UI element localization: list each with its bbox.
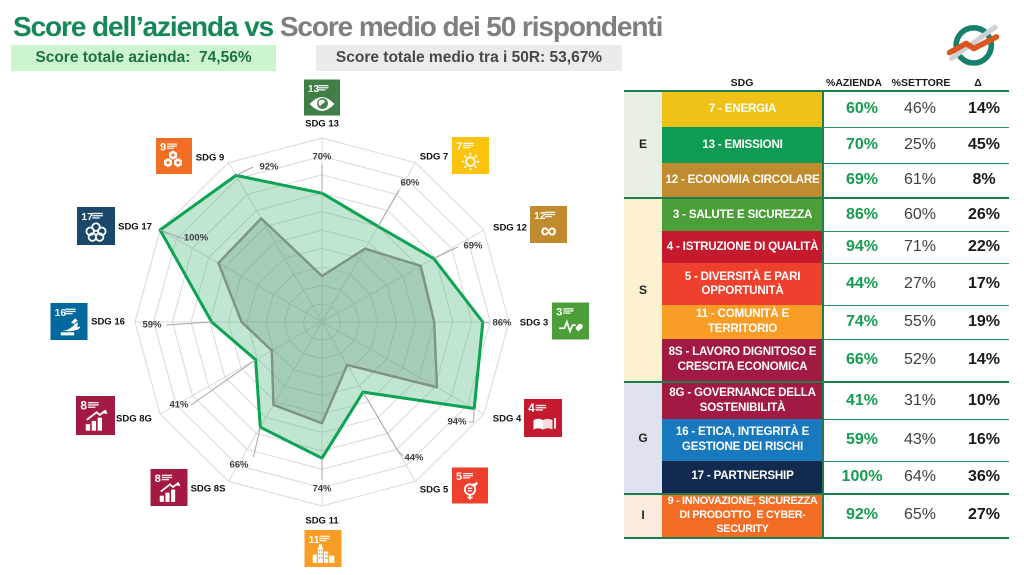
svg-text:3: 3 <box>556 306 562 318</box>
svg-text:16: 16 <box>55 308 67 319</box>
svg-text:∞: ∞ <box>540 218 556 243</box>
svg-text:17: 17 <box>81 211 93 223</box>
svg-text:12: 12 <box>534 211 546 222</box>
svg-text:11: 11 <box>309 535 320 546</box>
svg-text:5: 5 <box>456 471 462 483</box>
svg-text:4: 4 <box>528 402 535 415</box>
svg-text:8: 8 <box>80 399 87 413</box>
svg-text:13: 13 <box>308 84 320 95</box>
svg-text:7: 7 <box>456 141 462 153</box>
svg-text:9: 9 <box>160 142 166 154</box>
svg-text:8: 8 <box>155 473 161 485</box>
